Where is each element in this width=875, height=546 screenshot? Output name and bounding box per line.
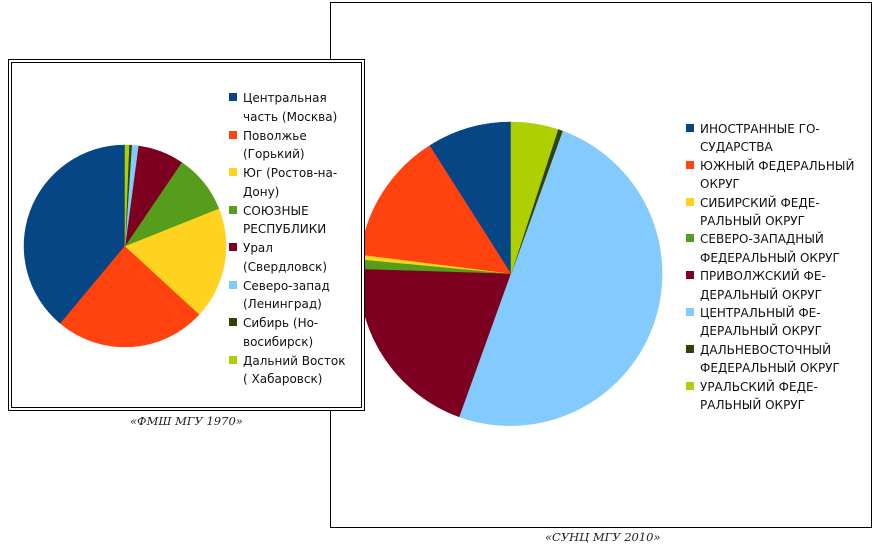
legend-swatch	[229, 93, 237, 101]
chart-2010-frame: ИНОСТРАННЫЕ ГО- СУДАРСТВА ЮЖНЫЙ ФЕДЕРАЛЬН…	[330, 2, 872, 528]
legend-label: ДАЛЬНЕВОСТОЧНЫЙ ФЕДЕРАЛЬНЫЙ ОКРУГ	[700, 342, 840, 376]
legend-swatch	[686, 160, 694, 169]
legend-item: СЕВЕРО-ЗАПАДНЫЙ ФЕДЕРАЛЬНЫЙ ОКРУГ	[686, 230, 866, 267]
legend-swatch	[686, 197, 694, 206]
legend-item: Северо-запад (Ленинград)	[229, 277, 354, 314]
legend-swatch	[686, 344, 694, 353]
legend-item: Центральная часть (Москва)	[229, 89, 354, 126]
legend-label: Урал (Свердловск)	[243, 241, 328, 274]
legend-label: Поволжье (Горький)	[243, 128, 307, 162]
pie-slice-0-1	[60, 245, 200, 348]
legend-item: Юг (Ростов-на- Дону)	[229, 164, 354, 201]
legend-label: Дальний Восток ( Хабаровск)	[243, 353, 346, 387]
legend-label: СЕВЕРО-ЗАПАДНЫЙ ФЕДЕРАЛЬНЫЙ ОКРУГ	[700, 232, 840, 265]
chart-1970-frame: Центральная часть (Москва) Поволжье (Горь…	[8, 59, 365, 411]
legend-item: ИНОСТРАННЫЕ ГО- СУДАРСТВА	[686, 120, 866, 157]
legend-label: ПРИВОЛЖСКИЙ ФЕ- ДЕРАЛЬНЫЙ ОКРУГ	[700, 269, 826, 302]
legend-swatch	[686, 308, 694, 317]
chart-1970-caption: «ФМШ МГУ 1970»	[130, 414, 243, 428]
legend-item: ЦЕНТРАЛЬНЫЙ ФЕ- ДЕРАЛЬНЫЙ ОКРУГ	[686, 304, 866, 341]
legend-item: СОЮЗНЫЕ РЕСПУБЛИКИ	[229, 202, 354, 239]
legend-item: Дальний Восток ( Хабаровск)	[229, 352, 354, 389]
legend-swatch	[229, 243, 237, 251]
pie-slice-0-0	[23, 144, 126, 324]
legend-label: СИБИРСКИЙ ФЕДЕ- РАЛЬНЫЙ ОКРУГ	[700, 195, 820, 229]
pie-chart-2010	[358, 121, 663, 426]
legend-swatch	[229, 318, 237, 326]
legend-1970: Центральная часть (Москва) Поволжье (Горь…	[229, 89, 354, 389]
legend-item: Поволжье (Горький)	[229, 127, 354, 164]
pie-slice-0-7	[124, 144, 130, 247]
legend-label: СОЮЗНЫЕ РЕСПУБЛИКИ	[243, 203, 327, 237]
pie-slice-1-0	[429, 121, 512, 275]
legend-item: ПРИВОЛЖСКИЙ ФЕ- ДЕРАЛЬНЫЙ ОКРУГ	[686, 267, 866, 304]
legend-label: ЮЖНЫЙ ФЕДЕРАЛЬНЫЙ ОКРУГ	[700, 158, 855, 192]
legend-swatch	[229, 205, 237, 214]
legend-label: ЦЕНТРАЛЬНЫЙ ФЕ- ДЕРАЛЬНЫЙ ОКРУГ	[700, 306, 822, 339]
chart-2010-caption: «СУНЦ МГУ 2010»	[545, 530, 661, 544]
pie-slice-1-5	[459, 130, 663, 426]
legend-swatch	[229, 355, 237, 364]
legend-item: УРАЛЬСКИЙ ФЕДЕ- РАЛЬНЫЙ ОКРУГ	[686, 378, 866, 415]
legend-item: ЮЖНЫЙ ФЕДЕРАЛЬНЫЙ ОКРУГ	[686, 157, 866, 194]
legend-item: Сибирь (Но- восибирск)	[229, 314, 354, 351]
chart-1970-inner-frame	[11, 62, 362, 408]
legend-label: УРАЛЬСКИЙ ФЕДЕ- РАЛЬНЫЙ ОКРУГ	[700, 379, 818, 413]
legend-swatch	[686, 381, 694, 390]
legend-item: ДАЛЬНЕВОСТОЧНЫЙ ФЕДЕРАЛЬНЫЙ ОКРУГ	[686, 341, 866, 378]
legend-label: Юг (Ростов-на- Дону)	[243, 166, 338, 199]
legend-swatch	[229, 168, 237, 176]
legend-label: ИНОСТРАННЫЕ ГО- СУДАРСТВА	[700, 122, 820, 155]
legend-swatch	[686, 124, 694, 132]
legend-item: Урал (Свердловск)	[229, 239, 354, 276]
legend-swatch	[229, 130, 237, 139]
legend-label: Сибирь (Но- восибирск)	[243, 316, 319, 349]
legend-swatch	[686, 234, 694, 243]
legend-label: Центральная часть (Москва)	[243, 91, 338, 124]
pie-slice-0-2	[124, 208, 227, 315]
legend-item: СИБИРСКИЙ ФЕДЕ- РАЛЬНЫЙ ОКРУГ	[686, 194, 866, 231]
legend-swatch	[686, 271, 694, 280]
pie-chart-1970	[23, 144, 227, 348]
legend-label: Северо-запад (Ленинград)	[243, 278, 330, 312]
legend-2010: ИНОСТРАННЫЕ ГО- СУДАРСТВА ЮЖНЫЙ ФЕДЕРАЛЬН…	[686, 120, 866, 415]
pie-slice-1-7	[510, 121, 559, 275]
legend-swatch	[229, 280, 237, 289]
